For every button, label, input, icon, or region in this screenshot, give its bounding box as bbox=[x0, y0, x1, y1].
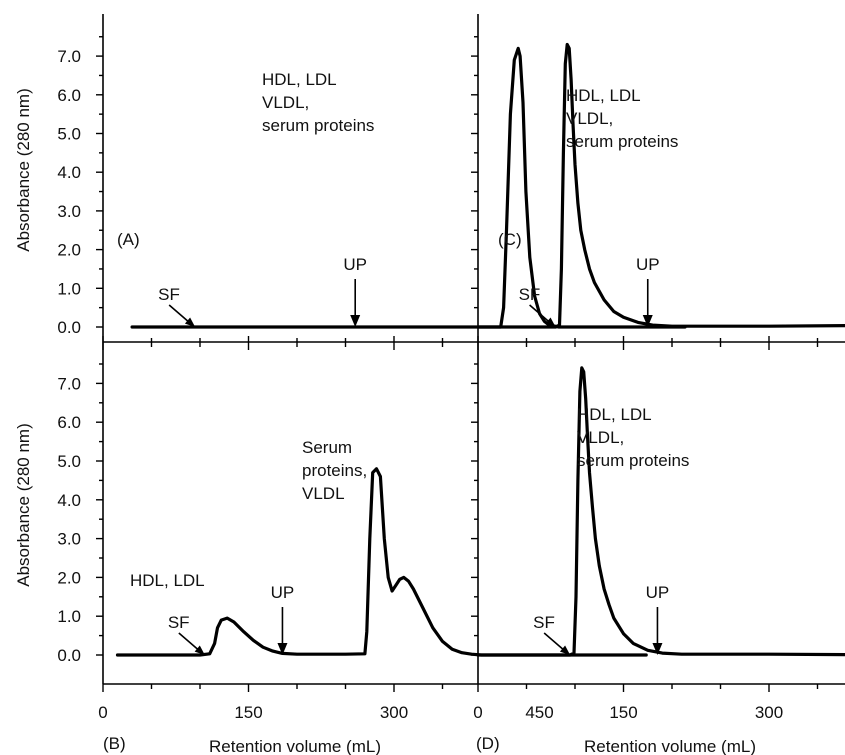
panel-D-sf-arrow-head bbox=[559, 645, 571, 655]
panel-B-up-arrow-head bbox=[277, 643, 288, 655]
panel-B-up-label: UP bbox=[271, 583, 295, 602]
panel-D-trace bbox=[476, 366, 845, 657]
panel-B-sf-arrow-head bbox=[194, 645, 205, 655]
y-tick-label: 7.0 bbox=[57, 374, 81, 393]
y-tick-label: 4.0 bbox=[57, 491, 81, 510]
panel-C-sf-label: SF bbox=[519, 285, 541, 304]
panel-label-C: (C) bbox=[498, 230, 522, 249]
x-tick-label: 300 bbox=[380, 703, 408, 722]
panel-A-sf-label: SF bbox=[158, 285, 180, 304]
y-tick-label: 2.0 bbox=[57, 241, 81, 260]
panel-C: (C) HDL, LDL VLDL, serum proteins bbox=[476, 42, 845, 329]
panel-label-A: (A) bbox=[117, 230, 140, 249]
x-tick-label: 450 bbox=[525, 703, 553, 722]
panel-B-peak2-label: proteins, bbox=[302, 461, 367, 480]
panel-D-sf-label: SF bbox=[533, 613, 555, 632]
panel-C-peak-label: HDL, LDL bbox=[566, 86, 641, 105]
y-tick-label: 5.0 bbox=[57, 125, 81, 144]
x-tick-label: 150 bbox=[234, 703, 262, 722]
y-tick-label: 0.0 bbox=[57, 318, 81, 337]
y-tick-label: 4.0 bbox=[57, 163, 81, 182]
panel-C-peak-label: VLDL, bbox=[566, 109, 613, 128]
panel-A-up-label: UP bbox=[343, 255, 367, 274]
y-tick-label: 3.0 bbox=[57, 202, 81, 221]
panel-A-peak-label: VLDL, bbox=[262, 93, 309, 112]
panel-label-B: (B) bbox=[103, 734, 126, 753]
panel-A-up-arrow-head bbox=[350, 315, 361, 327]
y-tick-label: 3.0 bbox=[57, 530, 81, 549]
panel-D-peak-label: VLDL, bbox=[577, 428, 624, 447]
y-tick-label: 7.0 bbox=[57, 47, 81, 66]
panel-D-peak-label: HDL, LDL bbox=[577, 405, 652, 424]
panel-C-trace bbox=[476, 42, 845, 329]
panel-B: (B) HDL, LDL Serum proteins, VLDL bbox=[103, 438, 648, 753]
panel-C-peak-label: serum proteins bbox=[566, 132, 678, 151]
panel-C-sf-arrow-head bbox=[545, 317, 556, 327]
panel-A-sf-arrow-head bbox=[184, 317, 196, 327]
panel-B-peak2-label: Serum bbox=[302, 438, 352, 457]
y-axis-title-bottom: Absorbance (280 nm) bbox=[14, 423, 33, 586]
y-tick-label: 0.0 bbox=[57, 646, 81, 665]
panels-group: 0.0 1.0 2.0 3.0 4.0 5.0 6.0 7.0 0.0 1.0 2.0 3.0 4.0 5… bbox=[14, 14, 845, 755]
panel-A-peak-label: serum proteins bbox=[262, 116, 374, 135]
panel-C-up-arrow-head bbox=[642, 315, 653, 327]
panel-D-up-label: UP bbox=[646, 583, 670, 602]
y-tick-label: 6.0 bbox=[57, 86, 81, 105]
panel-A-peak-label: HDL, LDL bbox=[262, 70, 337, 89]
y-tick-label: 1.0 bbox=[57, 279, 81, 298]
panel-D-peak-label: serum proteins bbox=[577, 451, 689, 470]
y-tick-label: 1.0 bbox=[57, 607, 81, 626]
x-tick-label: 300 bbox=[755, 703, 783, 722]
y-axis-title-top: Absorbance (280 nm) bbox=[14, 88, 33, 251]
x-tick-label: 150 bbox=[609, 703, 637, 722]
panel-D: (D) HDL, LDL VLDL, serum proteins bbox=[476, 366, 845, 753]
x-tick-label: 0 bbox=[98, 703, 107, 722]
panel-C-up-label: UP bbox=[636, 255, 660, 274]
panel-B-trace bbox=[115, 467, 648, 657]
x-axis-title-right: Retention volume (mL) bbox=[584, 737, 756, 755]
y-tick-label: 2.0 bbox=[57, 568, 81, 587]
panel-B-sf-label: SF bbox=[168, 613, 190, 632]
x-tick-label: 0 bbox=[473, 703, 482, 722]
x-axis-title-left: Retention volume (mL) bbox=[209, 737, 381, 755]
y-tick-label: 6.0 bbox=[57, 413, 81, 432]
panel-label-D: (D) bbox=[476, 734, 500, 753]
y-tick-label: 5.0 bbox=[57, 452, 81, 471]
panel-D-up-arrow-head bbox=[652, 643, 663, 655]
panel-B-peak1-label: HDL, LDL bbox=[130, 571, 205, 590]
panel-B-peak2-label: VLDL bbox=[302, 484, 345, 503]
